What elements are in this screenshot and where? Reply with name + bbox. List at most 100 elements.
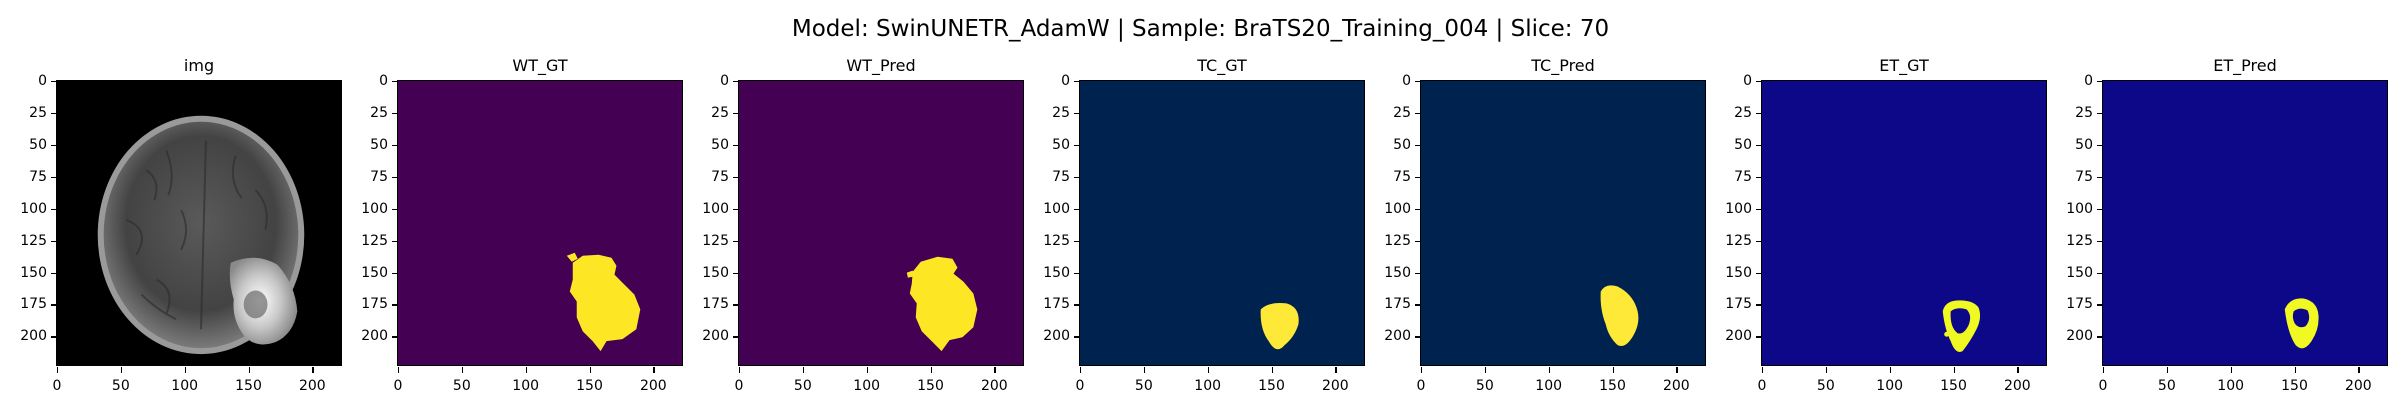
y-tick-label: 100 — [1384, 200, 1411, 217]
x-tick-label: 50 — [793, 378, 812, 394]
x-tick-label: 200 — [2003, 378, 2031, 394]
y-tick-label: 150 — [1384, 264, 1411, 281]
panel-title: WT_GT — [512, 56, 568, 75]
y-tick-label: 0 — [1743, 73, 1752, 89]
x-tick-label: 200 — [980, 378, 1008, 394]
mri-image — [57, 81, 341, 365]
y-tick-label: 25 — [2075, 104, 2093, 121]
x-tick-label: 200 — [298, 378, 326, 394]
x-tick-label: 150 — [576, 378, 603, 394]
x-tick-label: 0 — [1075, 378, 1085, 394]
x-tick-label: 200 — [2344, 378, 2372, 394]
y-tick-label: 0 — [1061, 73, 1070, 89]
x-tick-label: 150 — [1258, 378, 1285, 394]
panel-title: WT_Pred — [846, 56, 916, 75]
x-tick-label: 150 — [1599, 378, 1626, 394]
y-tick-label: 0 — [38, 73, 47, 89]
y-tick-label: 175 — [1384, 296, 1411, 313]
y-tick-label: 100 — [361, 200, 388, 217]
x-tick-label: 150 — [917, 378, 944, 394]
x-tick-label: 50 — [1134, 378, 1153, 394]
y-tick-label: 175 — [361, 296, 388, 313]
y-tick-label: 125 — [2066, 232, 2093, 249]
x-tick-label: 100 — [853, 378, 881, 394]
segmentation-mask — [2103, 81, 2387, 365]
segmentation-mask — [1762, 81, 2046, 365]
y-tick-label: 150 — [1043, 264, 1070, 281]
y-tick-label: 75 — [711, 168, 729, 185]
y-tick-label: 25 — [1734, 104, 1752, 121]
y-tick-label: 150 — [2066, 264, 2093, 281]
y-tick-label: 175 — [1725, 296, 1752, 313]
panel-title: TC_Pred — [1531, 56, 1595, 75]
y-tick-label: 75 — [2075, 168, 2093, 185]
x-tick-label: 50 — [1816, 378, 1835, 394]
y-tick-label: 125 — [361, 232, 388, 249]
segmentation-mask — [1080, 81, 1364, 365]
segmentation-mask — [398, 81, 682, 365]
y-tick-label: 25 — [711, 104, 729, 121]
panel-tc-pred: TC_Pred 0 25 50 75 100 125 150 175 200 0 50 100 150 20… — [1384, 56, 1706, 394]
y-tick-label: 175 — [20, 296, 47, 313]
y-tick-label: 0 — [720, 73, 729, 89]
y-tick-label: 75 — [29, 168, 47, 185]
figure-title: Model: SwinUNETR_AdamW | Sample: BraTS20… — [791, 16, 1610, 42]
panel-title: img — [183, 56, 215, 75]
x-tick-label: 50 — [1475, 378, 1494, 394]
y-tick-label: 200 — [1043, 328, 1070, 345]
y-tick-label: 100 — [2066, 200, 2093, 217]
x-tick-label: 0 — [1416, 378, 1426, 394]
y-tick-label: 125 — [1725, 232, 1752, 249]
x-tick-label: 0 — [393, 378, 403, 394]
y-tick-label: 125 — [1384, 232, 1411, 249]
x-tick-label: 0 — [52, 378, 62, 394]
y-tick-label: 150 — [702, 264, 729, 281]
y-tick-label: 50 — [1393, 136, 1411, 153]
x-tick-label: 100 — [171, 378, 199, 394]
x-tick-label: 50 — [111, 378, 130, 394]
y-tick-label: 150 — [20, 264, 47, 281]
y-tick-label: 0 — [2084, 73, 2093, 89]
x-tick-label: 0 — [2098, 378, 2108, 394]
y-tick-label: 50 — [711, 136, 729, 153]
y-tick-label: 200 — [1384, 328, 1411, 345]
y-tick-label: 100 — [702, 200, 729, 217]
panel-img: img 0 25 50 75 100 125 150 175 200 0 50 100 150 200 — [20, 56, 342, 394]
y-tick-label: 175 — [2066, 296, 2093, 313]
x-tick-label: 100 — [512, 378, 540, 394]
y-tick-label: 125 — [20, 232, 47, 249]
y-tick-label: 125 — [702, 232, 729, 249]
y-tick-label: 75 — [370, 168, 388, 185]
x-tick-label: 200 — [639, 378, 667, 394]
y-tick-label: 175 — [702, 296, 729, 313]
y-tick-label: 175 — [1043, 296, 1070, 313]
y-tick-label: 50 — [1734, 136, 1752, 153]
x-tick-label: 0 — [1757, 378, 1767, 394]
x-tick-label: 200 — [1321, 378, 1349, 394]
y-tick-label: 200 — [2066, 328, 2093, 345]
y-tick-label: 150 — [1725, 264, 1752, 281]
y-tick-label: 25 — [1393, 104, 1411, 121]
y-tick-label: 50 — [370, 136, 388, 153]
x-tick-label: 0 — [734, 378, 744, 394]
x-tick-label: 50 — [452, 378, 471, 394]
y-tick-label: 100 — [1725, 200, 1752, 217]
y-tick-label: 25 — [370, 104, 388, 121]
segmentation-mask — [1421, 81, 1705, 365]
y-tick-label: 50 — [2075, 136, 2093, 153]
y-tick-label: 75 — [1734, 168, 1752, 185]
y-tick-label: 200 — [1725, 328, 1752, 345]
x-tick-label: 50 — [2157, 378, 2176, 394]
panel-et-gt: ET_GT 0 25 50 75 100 125 150 175 200 0 50 100 150 200 — [1725, 56, 2047, 394]
y-tick-label: 200 — [702, 328, 729, 345]
y-tick-label: 25 — [29, 104, 47, 121]
y-tick-label: 75 — [1052, 168, 1070, 185]
y-tick-label: 0 — [1402, 73, 1411, 89]
segmentation-mask — [739, 81, 1023, 365]
x-tick-label: 100 — [1194, 378, 1222, 394]
x-tick-label: 150 — [1940, 378, 1967, 394]
y-tick-label: 100 — [1043, 200, 1070, 217]
panel-title: ET_GT — [1879, 56, 1929, 75]
x-tick-label: 200 — [1662, 378, 1690, 394]
panel-wt-pred: WT_Pred 0 25 50 75 100 125 150 175 200 0 50 100 150 20… — [702, 56, 1024, 394]
